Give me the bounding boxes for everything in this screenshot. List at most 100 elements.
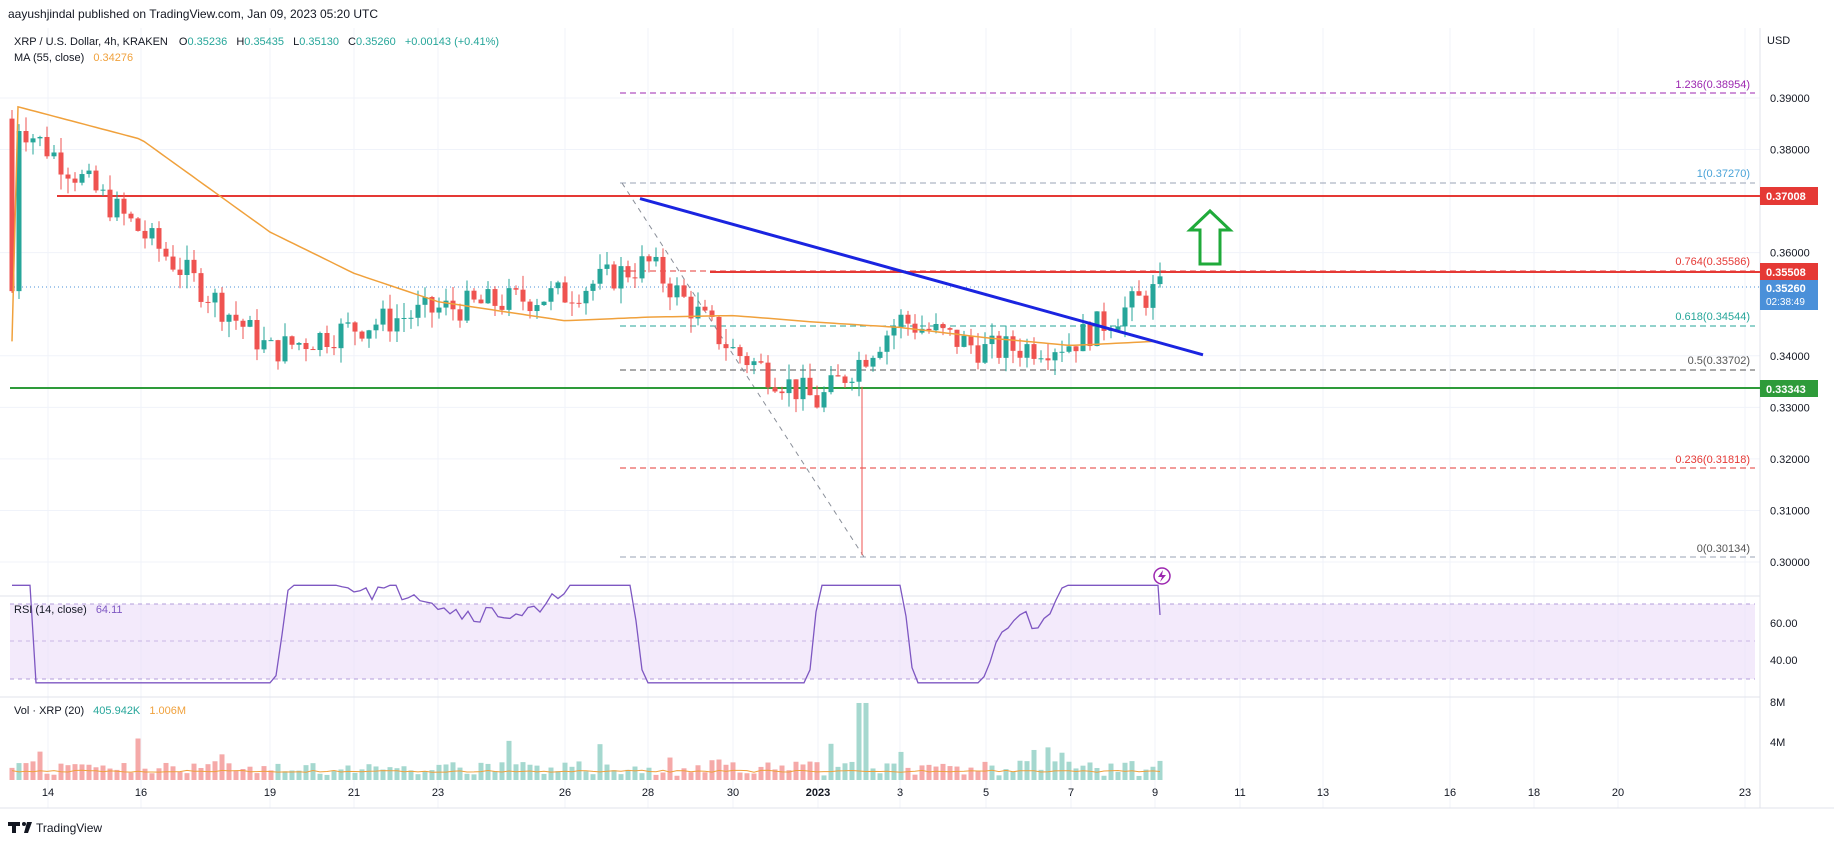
candle-body bbox=[1129, 291, 1135, 308]
volume-bar bbox=[821, 775, 827, 780]
volume-tick-8m: 8M bbox=[1770, 697, 1785, 709]
candle-body bbox=[1017, 350, 1023, 358]
volume-bar bbox=[604, 764, 610, 780]
date-tick: 19 bbox=[264, 787, 276, 799]
candle-body bbox=[58, 152, 64, 175]
candle-body bbox=[667, 283, 673, 298]
candle-body bbox=[1094, 311, 1100, 347]
volume-bar bbox=[310, 763, 316, 780]
candle-body bbox=[674, 285, 680, 298]
candle-body bbox=[688, 296, 694, 319]
candle-body bbox=[436, 307, 442, 313]
volume-bar bbox=[569, 766, 575, 780]
date-tick: 9 bbox=[1152, 787, 1158, 799]
candle-body bbox=[429, 297, 435, 313]
volume-bar bbox=[156, 768, 162, 780]
volume-bar bbox=[1031, 749, 1037, 780]
volume-bar bbox=[464, 773, 470, 780]
candle-body bbox=[807, 377, 813, 396]
candle-body bbox=[282, 336, 288, 362]
volume-bar bbox=[555, 771, 561, 780]
candle-body bbox=[611, 264, 617, 289]
volume-bar bbox=[541, 773, 547, 780]
date-tick: 30 bbox=[727, 787, 739, 799]
volume-bar bbox=[100, 765, 106, 780]
volume-bar bbox=[807, 761, 813, 780]
candle-body bbox=[604, 264, 610, 269]
date-tick: 23 bbox=[432, 787, 444, 799]
volume-bar bbox=[1157, 760, 1163, 780]
volume-bar bbox=[44, 773, 50, 780]
volume-bar bbox=[1045, 747, 1051, 780]
volume-bar bbox=[135, 738, 141, 780]
volume-bar bbox=[1073, 768, 1079, 780]
volume-bar bbox=[401, 766, 407, 780]
volume-bar bbox=[947, 766, 953, 780]
time-axis[interactable]: 14 16 19 21 23 26 28 30 2023 3 5 7 9 11 13 16 18 20 23 bbox=[42, 787, 1751, 799]
candle-body bbox=[541, 301, 547, 306]
date-tick: 23 bbox=[1739, 787, 1751, 799]
candle-body bbox=[821, 392, 827, 408]
candle-body bbox=[653, 256, 659, 262]
candle-body bbox=[618, 266, 624, 289]
fib-label-1236: 1.236(0.38954) bbox=[1675, 79, 1750, 91]
candle-body bbox=[86, 170, 92, 175]
volume-bar bbox=[597, 744, 603, 780]
volume-bar bbox=[79, 764, 85, 780]
volume-bar bbox=[723, 764, 729, 780]
date-tick: 11 bbox=[1234, 787, 1245, 799]
volume-bar bbox=[1143, 769, 1149, 780]
candle-body bbox=[877, 351, 883, 358]
candle-body bbox=[184, 259, 190, 276]
candle-body bbox=[422, 297, 428, 305]
price-tick: 0.32000 bbox=[1770, 454, 1810, 466]
candle-body bbox=[681, 285, 687, 297]
candle-body bbox=[1143, 295, 1149, 308]
candle-body bbox=[1010, 336, 1016, 351]
candle-body bbox=[233, 314, 239, 321]
fibonacci-retracement[interactable] bbox=[620, 92, 1755, 558]
fib-label-05: 0.5(0.33702) bbox=[1688, 355, 1750, 367]
candle-body bbox=[926, 328, 932, 331]
candle-body bbox=[457, 309, 463, 321]
candlesticks bbox=[9, 109, 1163, 556]
countdown-label: 02:38:49 bbox=[1766, 297, 1805, 308]
volume-bar bbox=[835, 766, 841, 780]
price-tick: 0.38000 bbox=[1770, 145, 1810, 157]
candle-body bbox=[331, 346, 337, 349]
candle-body bbox=[443, 300, 449, 308]
volume-bar bbox=[471, 774, 477, 780]
volume-bar bbox=[1080, 765, 1086, 780]
volume-bar bbox=[394, 768, 400, 780]
volume-bar bbox=[254, 773, 260, 780]
candle-body bbox=[268, 340, 274, 342]
candle-body bbox=[240, 320, 246, 327]
last-price-badge bbox=[1760, 280, 1818, 310]
candle-body bbox=[107, 189, 113, 218]
candle-body bbox=[352, 322, 358, 332]
candle-body bbox=[989, 335, 995, 345]
volume-bar bbox=[380, 769, 386, 780]
candle-body bbox=[828, 375, 834, 393]
volume-bar bbox=[975, 770, 981, 780]
volume-bar bbox=[268, 770, 274, 780]
volume-bar bbox=[282, 771, 288, 780]
volume-bar bbox=[506, 740, 512, 780]
volume-bar bbox=[1136, 775, 1142, 780]
volume-bar bbox=[226, 763, 232, 780]
currency-label: USD bbox=[1767, 35, 1790, 47]
date-tick: 26 bbox=[559, 787, 571, 799]
volume-bar bbox=[219, 754, 225, 780]
volume-bar bbox=[338, 769, 344, 780]
candle-body bbox=[51, 152, 57, 157]
support-badge bbox=[1760, 380, 1818, 397]
candle-body bbox=[506, 288, 512, 310]
candle-body bbox=[1150, 284, 1156, 308]
svg-text:0.33343: 0.33343 bbox=[1766, 384, 1806, 396]
candle-body bbox=[247, 319, 253, 327]
bearish-trendline[interactable] bbox=[639, 197, 1204, 357]
date-tick: 16 bbox=[1444, 787, 1456, 799]
volume-bar bbox=[828, 743, 834, 780]
volume-bar bbox=[1108, 763, 1114, 780]
